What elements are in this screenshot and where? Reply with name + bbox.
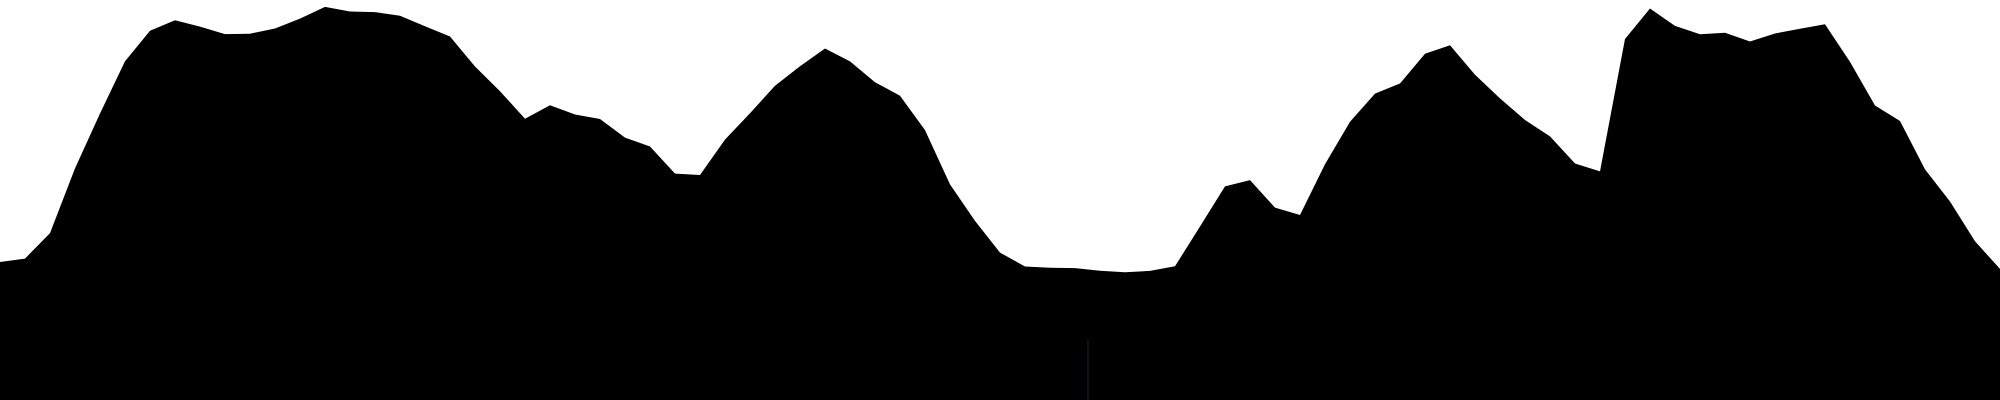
area-series [0, 6, 2000, 400]
area-fill [0, 6, 2000, 400]
